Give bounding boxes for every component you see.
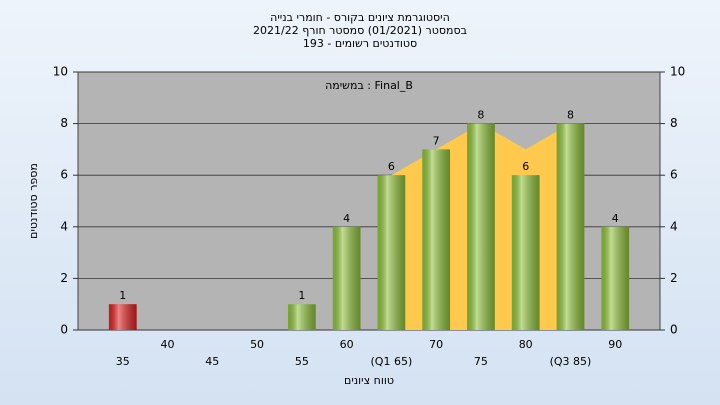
y-tick-label: 4 [60, 219, 68, 233]
x-axis-label: טווח ציונים [344, 374, 394, 387]
x-tick-label: 75 [474, 355, 488, 368]
y-tick-label: 6 [60, 168, 68, 182]
data-label: 7 [433, 134, 440, 147]
x-tick-label: 50 [250, 338, 264, 351]
bar-shine [511, 175, 540, 330]
data-label: 4 [343, 212, 350, 225]
x-tick-label: (Q1 65) [371, 355, 413, 368]
y-axis-label: מספר סטודנטים [27, 163, 40, 239]
y-tick-label: 0 [60, 323, 68, 337]
y-tick-label: 8 [60, 116, 68, 130]
data-label: 8 [567, 109, 574, 122]
x-tick-label: 45 [205, 355, 219, 368]
x-tick-label: 90 [608, 338, 622, 351]
bar-shine [601, 226, 630, 330]
data-label: 6 [522, 160, 529, 173]
data-label: 1 [298, 289, 305, 302]
data-label: 8 [477, 109, 484, 122]
y2-tick-label: 6 [670, 168, 678, 182]
bar-shine [108, 304, 137, 330]
y2-tick-label: 8 [670, 116, 678, 130]
x-tick-label: 80 [519, 338, 533, 351]
y2-tick-label: 0 [670, 323, 678, 337]
title-line: היסטוגרמת ציונים בקורס - חומרי בנייה [270, 11, 450, 24]
x-tick-label: 40 [161, 338, 175, 351]
x-tick-label: 35 [116, 355, 130, 368]
bar-shine [287, 304, 316, 330]
title-line: סטודנטים רשומים - 193 [303, 37, 417, 50]
y-tick-label: 10 [53, 65, 68, 79]
x-tick-label: 70 [429, 338, 443, 351]
bar-shine [422, 149, 451, 330]
y2-tick-label: 4 [670, 219, 678, 233]
data-label: 4 [612, 212, 619, 225]
title-line: בסמסטר (01/2021) סמסטר חורף 2021/22 [253, 24, 467, 37]
y2-tick-label: 10 [670, 65, 685, 79]
data-label: 6 [388, 160, 395, 173]
y-tick-label: 2 [60, 271, 68, 285]
bar-shine [377, 175, 406, 330]
bar-shine [332, 226, 361, 330]
x-tick-label: 55 [295, 355, 309, 368]
x-tick-label: (Q3 85) [550, 355, 592, 368]
bar-shine [556, 123, 585, 330]
bar-shine [467, 123, 495, 330]
y2-tick-label: 2 [670, 271, 678, 285]
data-label: 1 [119, 289, 126, 302]
x-tick-label: 60 [340, 338, 354, 351]
annotation: במשימה : Final_B [325, 79, 413, 92]
